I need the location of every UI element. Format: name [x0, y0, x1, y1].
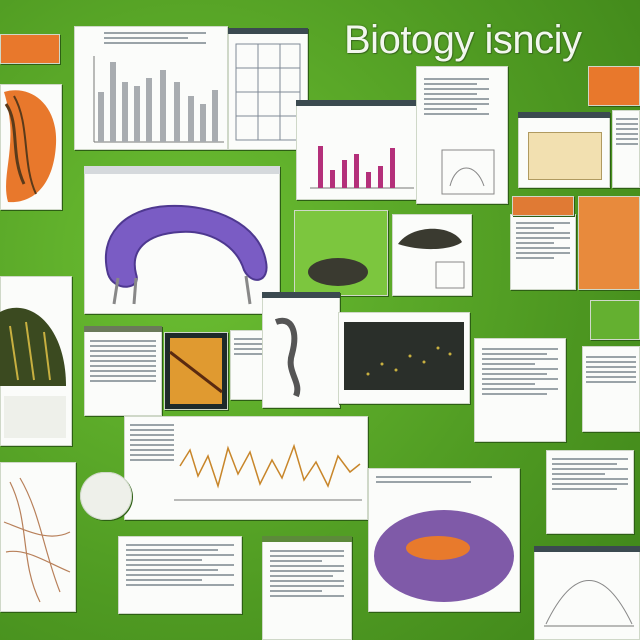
protein-model-panel [84, 166, 280, 314]
point [448, 352, 452, 356]
magenta-chart-panel [296, 100, 420, 200]
bar [200, 104, 206, 142]
document-panel [416, 66, 508, 204]
line-chart-figure [174, 443, 362, 501]
scatter-figure [366, 346, 452, 376]
bar [146, 78, 152, 142]
point [380, 362, 384, 366]
bar [318, 146, 323, 188]
notes-panel [230, 330, 264, 400]
neuron-panel [0, 462, 76, 612]
bar-chart-figure [93, 56, 224, 143]
shell-panel [80, 472, 132, 520]
orange-tile-a [512, 196, 574, 216]
point [408, 354, 412, 358]
protein-figure [104, 204, 268, 305]
magenta-bar-figure [310, 146, 414, 189]
table-panel [228, 28, 308, 150]
bar [122, 82, 128, 142]
small-doc-panel [612, 110, 640, 188]
bar [160, 70, 166, 142]
heatmap-panel [518, 112, 610, 188]
organism-panel [392, 214, 472, 296]
cell-figure [374, 510, 514, 602]
point [366, 372, 370, 376]
bar [354, 154, 359, 188]
bar [134, 86, 140, 142]
bar [188, 96, 194, 142]
micrograph-panel [164, 332, 228, 410]
text-sheet-panel [510, 214, 576, 290]
tissue-thumbnail [0, 34, 60, 64]
anatomy-panel [0, 84, 62, 210]
figure-panel [262, 292, 340, 408]
line-chart-panel [124, 416, 368, 520]
bar [342, 160, 347, 188]
bar [366, 172, 371, 188]
point [436, 346, 440, 350]
data-panel [582, 346, 640, 432]
spreadsheet-panel [84, 326, 162, 416]
organ-thumbnail [588, 66, 640, 106]
bar [110, 62, 116, 142]
point [422, 360, 426, 364]
protocol-panel [118, 536, 242, 614]
bar [330, 170, 335, 188]
specimen-panel [294, 210, 388, 296]
article-panel [262, 536, 352, 640]
orange-tile-b [578, 196, 640, 290]
summary-panel [546, 450, 634, 534]
bar [98, 92, 104, 142]
graph-panel [534, 546, 640, 640]
green-thumbnail [590, 300, 640, 340]
report-panel [474, 338, 566, 442]
bar [174, 82, 180, 142]
series-line [179, 443, 361, 489]
cell-micrograph-panel [368, 468, 520, 612]
bar [390, 148, 395, 188]
seed-panel [0, 276, 72, 446]
bar-chart-panel [74, 26, 228, 150]
point [394, 368, 398, 372]
bar [378, 166, 383, 188]
bar [212, 90, 218, 142]
scatter-panel [338, 312, 470, 404]
collage-title: Biotogy isnciy [344, 18, 582, 62]
